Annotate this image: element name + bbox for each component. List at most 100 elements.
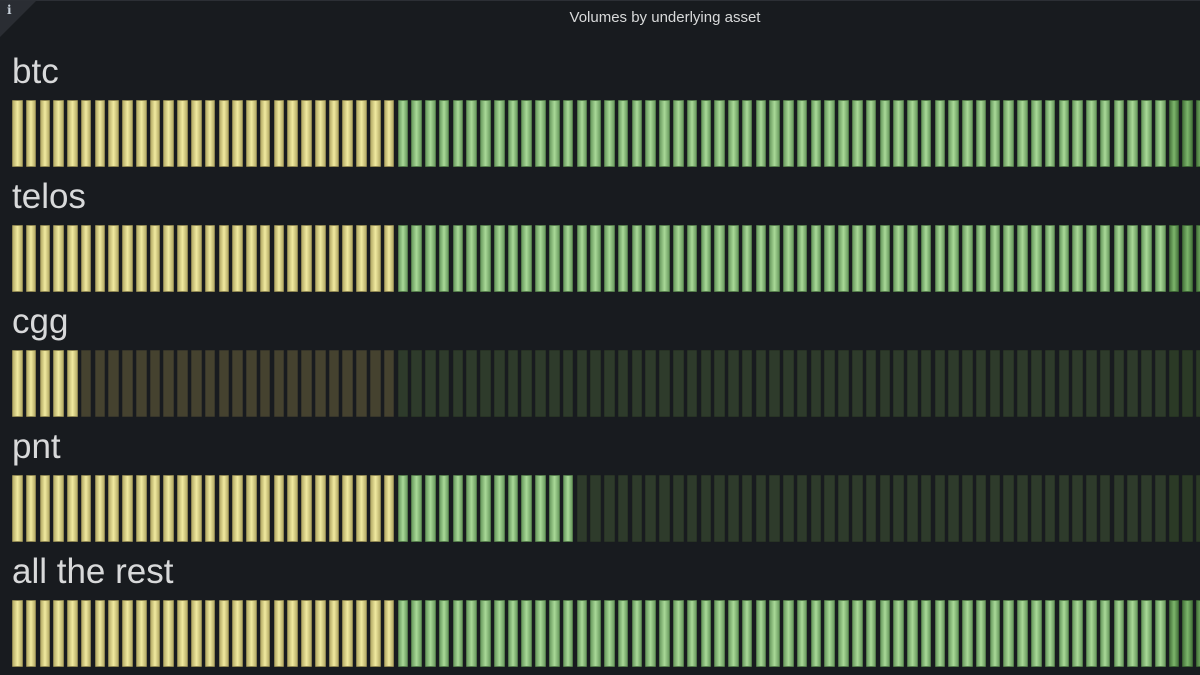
- gauge-cell-unlit: [865, 350, 877, 417]
- gauge-cell-lit: [879, 100, 891, 167]
- gauge-cell-lit: [1113, 600, 1125, 667]
- gauge-cell-unlit: [94, 350, 106, 417]
- gauge-cell-lit: [796, 225, 808, 292]
- gauge-cell-unlit: [617, 350, 629, 417]
- gauge-cell-unlit: [604, 475, 615, 542]
- gauge-cell-lit: [204, 600, 216, 667]
- gauge-cell-lit: [714, 225, 725, 292]
- gauge-cell-lit: [576, 600, 588, 667]
- gauge-cell-lit: [12, 600, 23, 667]
- gauge-cell-unlit: [975, 350, 987, 417]
- gauge-cell-unlit: [1086, 350, 1097, 417]
- gauge-cell-lit: [700, 225, 712, 292]
- gauge-cell-lit: [273, 600, 285, 667]
- gauge-cell-unlit: [1044, 350, 1056, 417]
- gauge-cell-unlit: [893, 350, 904, 417]
- gauge-cell-lit: [769, 100, 780, 167]
- gauge-cell-lit: [783, 225, 794, 292]
- gauge-cell-unlit: [838, 350, 849, 417]
- gauge-cell-lit: [80, 475, 92, 542]
- gauge-cell-lit: [287, 600, 298, 667]
- gauge-cell-lit: [411, 475, 422, 542]
- gauge-label: all the rest: [12, 552, 174, 591]
- panel-info-corner[interactable]: [0, 1, 36, 37]
- gauge-cell-lit: [259, 225, 271, 292]
- gauge-cell-lit: [962, 225, 973, 292]
- gauge-cell-lit: [1030, 600, 1042, 667]
- gauge-cell-unlit: [1072, 475, 1083, 542]
- gauge-cell-unlit: [879, 475, 891, 542]
- gauge-cell-lit: [507, 100, 519, 167]
- gauge-cell-lit: [920, 225, 932, 292]
- gauge-cell-lit: [631, 225, 643, 292]
- gauge-cell-unlit: [838, 475, 849, 542]
- gauge-cell-unlit: [301, 350, 312, 417]
- gauge-cell-unlit: [342, 350, 354, 417]
- gauge-cell-lit: [397, 225, 409, 292]
- gauge-cell-lit: [342, 600, 354, 667]
- gauge-cell-lit: [135, 225, 147, 292]
- gauge-cell-unlit: [425, 350, 436, 417]
- gauge-cell-lit: [135, 600, 147, 667]
- gauge-cell-unlit: [135, 350, 147, 417]
- gauge-cell-unlit: [920, 475, 932, 542]
- gauge-cell-lit: [975, 100, 987, 167]
- gauge-cell-lit: [507, 225, 519, 292]
- gauge-cell-unlit: [466, 350, 477, 417]
- gauge-cell-lit: [686, 225, 698, 292]
- gauge-cell-lit: [562, 475, 574, 542]
- gauge-cell-lit: [728, 225, 739, 292]
- gauge-cell-lit: [246, 475, 257, 542]
- gauge-cell-unlit: [989, 350, 1001, 417]
- gauge-cell-lit: [25, 600, 37, 667]
- gauge-cell-lit: [824, 600, 836, 667]
- gauge-cell-lit: [480, 225, 491, 292]
- gauge-cell-lit: [480, 475, 491, 542]
- gauge-cell-lit: [1196, 225, 1200, 292]
- gauge-cell-lit: [438, 600, 450, 667]
- gauge-cell-unlit: [893, 475, 904, 542]
- gauge-cell-lit: [893, 225, 904, 292]
- gauge-cell-lit: [948, 600, 959, 667]
- gauge-cell-lit: [1154, 225, 1166, 292]
- gauge-cell-lit: [204, 225, 216, 292]
- gauge-cell-lit: [94, 475, 106, 542]
- gauge-cell-lit: [562, 225, 574, 292]
- gauge-cell-lit: [246, 225, 257, 292]
- gauge-cell-unlit: [728, 475, 739, 542]
- gauge-cell-unlit: [191, 350, 202, 417]
- gauge-cell-unlit: [1003, 475, 1015, 542]
- panel-title[interactable]: Volumes by underlying asset: [0, 9, 1200, 26]
- gauge-cell-lit: [301, 475, 312, 542]
- gauge-cell-lit: [659, 600, 670, 667]
- gauge-cell-lit: [12, 225, 23, 292]
- gauge-cell-lit: [521, 600, 533, 667]
- gauge-cell-lit: [218, 100, 230, 167]
- gauge-cell-lit: [273, 225, 285, 292]
- gauge-cell-lit: [53, 600, 64, 667]
- gauge-cell-lit: [686, 600, 698, 667]
- info-icon[interactable]: i: [7, 3, 12, 17]
- gauge-cell-lit: [590, 100, 601, 167]
- gauge-cell-unlit: [755, 475, 767, 542]
- gauge-cell-lit: [741, 600, 753, 667]
- gauge-cell-unlit: [576, 350, 588, 417]
- gauge-cell-lit: [1058, 225, 1070, 292]
- gauge-cell-lit: [1154, 600, 1166, 667]
- gauge-cell-lit: [301, 600, 312, 667]
- gauge-cell-lit: [521, 100, 533, 167]
- gauge-cell-lit: [645, 100, 656, 167]
- gauge-cell-unlit: [314, 350, 326, 417]
- gauge-cell-lit: [879, 225, 891, 292]
- gauge-cell-lit: [493, 225, 505, 292]
- gauge-cell-lit: [1044, 100, 1056, 167]
- gauge-cell-unlit: [783, 475, 794, 542]
- gauge-cell-lit: [149, 225, 161, 292]
- gauge-cell-lit: [163, 100, 175, 167]
- gauge-cell-lit: [218, 475, 230, 542]
- gauge-cell-lit: [989, 600, 1001, 667]
- gauge-cell-lit: [259, 600, 271, 667]
- gauge-cell-lit: [135, 100, 147, 167]
- gauge-cell-lit: [67, 100, 78, 167]
